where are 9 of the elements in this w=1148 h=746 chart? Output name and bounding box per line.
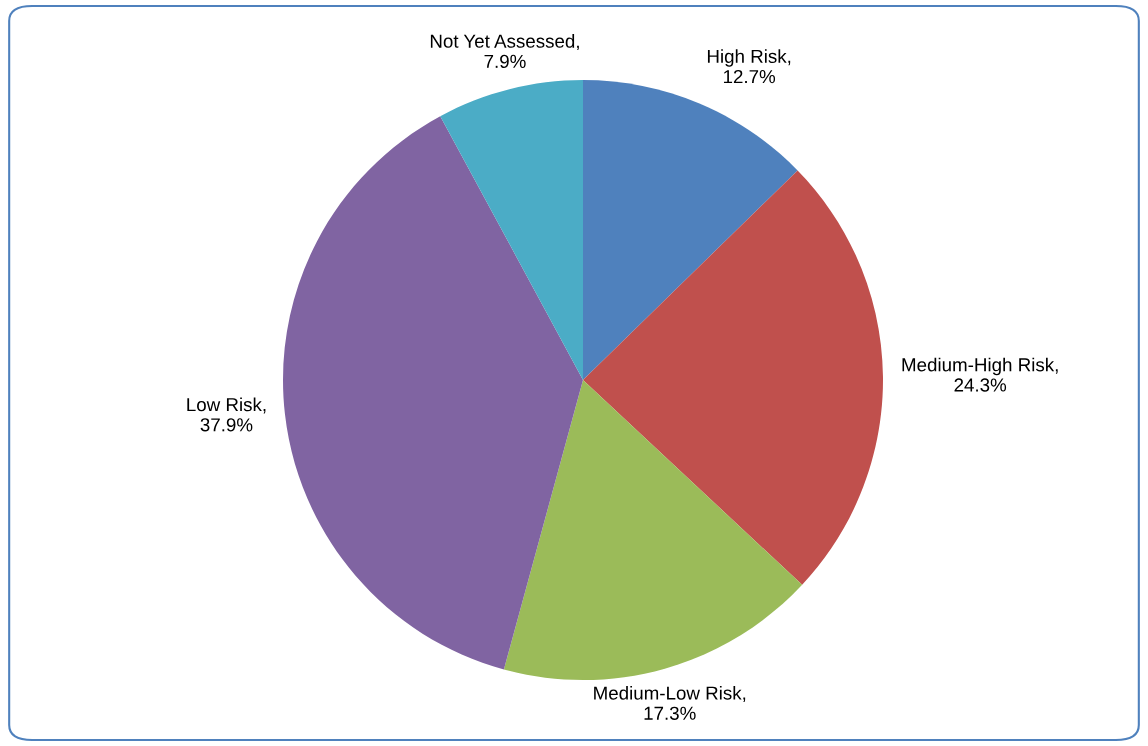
slice-label: Low Risk, 37.9% [187,397,266,432]
slice-label: High Risk, 12.7% [707,49,791,84]
slice-label: Medium-Low Risk, 17.3% [594,685,746,720]
slice-label: Medium-High Risk, 24.3% [902,357,1058,392]
pie-slice [440,80,583,380]
pie-slice [283,116,583,670]
pie-slice [503,380,803,680]
slice-label: Not Yet Assessed, 7.9% [430,34,579,69]
pie-slice [583,170,883,585]
